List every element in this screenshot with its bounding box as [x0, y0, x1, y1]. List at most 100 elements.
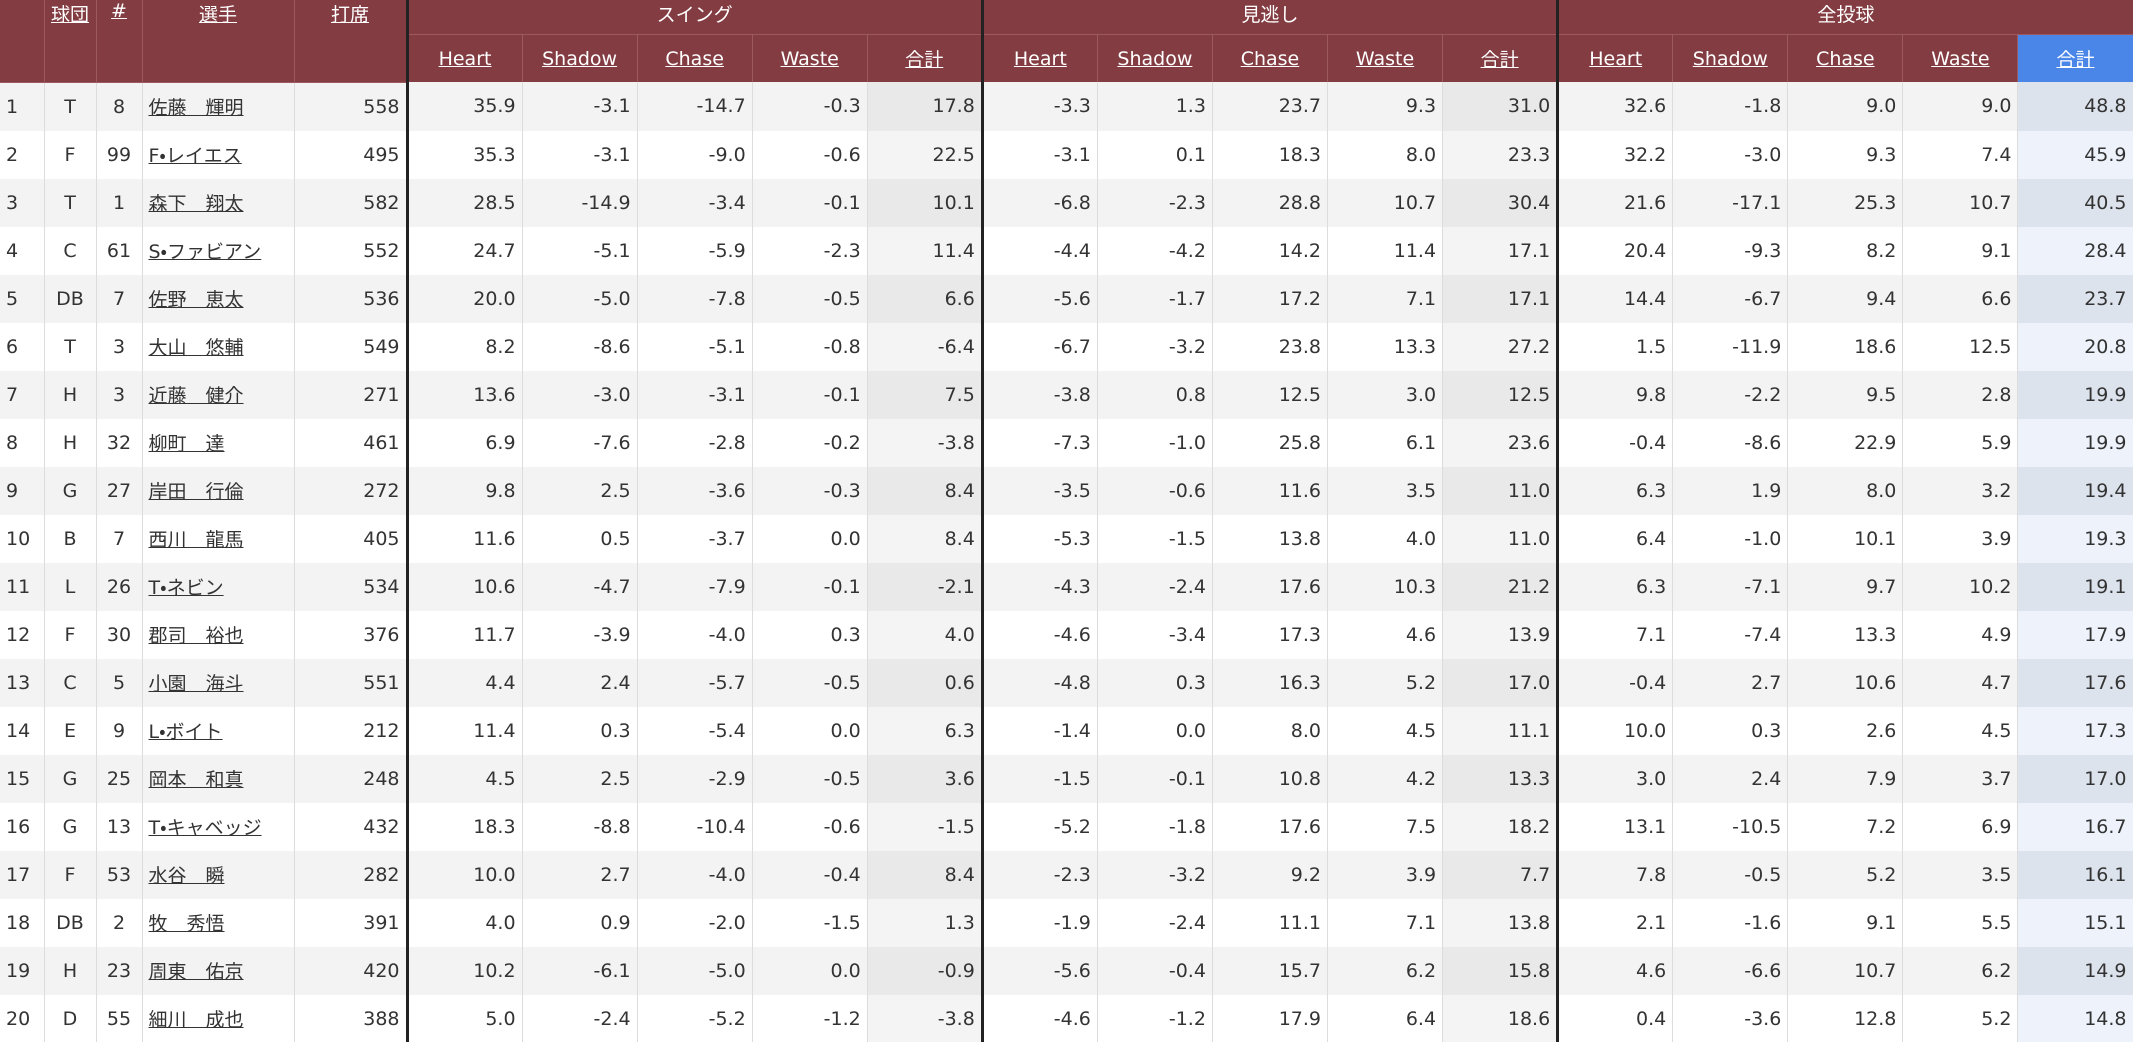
value-cell: -5.9 — [637, 226, 753, 275]
value-cell: 19.9 — [2017, 418, 2133, 467]
value-cell: 7.1 — [1557, 610, 1674, 659]
value-cell: -5.2 — [637, 994, 753, 1042]
player-cell: 岸田 行倫 — [142, 466, 295, 515]
player-link[interactable]: T・ネビン — [148, 577, 224, 599]
player-link[interactable]: 大山 悠輔 — [148, 337, 244, 359]
value-cell: 45.9 — [2017, 130, 2133, 179]
player-link[interactable]: 周東 佑京 — [148, 961, 244, 983]
value-cell: 9.8 — [1557, 370, 1674, 419]
column-header-row: Heart Shadow Chase Waste 合計 Heart Shadow Chase W… — [0, 34, 2133, 82]
value-cell: 9.3 — [1787, 130, 1904, 179]
value-cell: 2.5 — [522, 466, 638, 515]
player-link[interactable]: 近藤 健介 — [148, 385, 244, 407]
column-header[interactable]: 選手 — [142, 0, 295, 83]
player-link[interactable]: 岡本 和真 — [148, 769, 244, 791]
value-cell: -3.5 — [982, 466, 1098, 515]
column-header[interactable]: Chase — [637, 34, 753, 82]
number-cell: 26 — [96, 562, 143, 611]
player-link[interactable]: T・キャベッジ — [148, 817, 262, 839]
value-cell: 0.0 — [1097, 706, 1213, 755]
player-cell: 佐野 恵太 — [142, 274, 295, 323]
value-cell: 15.7 — [1212, 946, 1329, 995]
rank-cell: 4 — [0, 226, 45, 275]
value-cell: 10.2 — [407, 946, 523, 995]
pa-cell: 552 — [294, 226, 409, 275]
player-link[interactable]: 郡司 裕也 — [148, 625, 244, 647]
value-cell: 19.9 — [2017, 370, 2133, 419]
value-cell: 17.6 — [1212, 562, 1329, 611]
column-header[interactable]: 打席 — [294, 0, 409, 83]
player-link[interactable]: 柳町 達 — [148, 433, 225, 455]
column-header[interactable]: 合計 — [2017, 34, 2133, 82]
value-cell: 17.0 — [1442, 658, 1560, 707]
player-link[interactable]: 森下 翔太 — [148, 193, 244, 215]
value-cell: 0.8 — [1097, 370, 1213, 419]
value-cell: 48.8 — [2017, 82, 2133, 131]
rank-cell: 9 — [0, 466, 45, 515]
column-header[interactable]: Shadow — [1672, 34, 1789, 82]
value-cell: 6.3 — [867, 706, 984, 755]
player-link[interactable]: 牧 秀悟 — [148, 913, 225, 935]
player-link[interactable]: 佐藤 輝明 — [148, 97, 244, 119]
pa-cell: 282 — [294, 850, 409, 899]
column-header[interactable]: 合計 — [867, 34, 984, 82]
player-link[interactable]: 佐野 恵太 — [148, 289, 244, 311]
value-cell: 18.6 — [1442, 994, 1560, 1042]
value-cell: -2.3 — [982, 850, 1098, 899]
number-cell: 25 — [96, 754, 143, 803]
value-cell: -2.9 — [637, 754, 753, 803]
column-header[interactable]: Heart — [407, 34, 523, 82]
value-cell: 5.2 — [1787, 850, 1904, 899]
column-header[interactable]: Chase — [1787, 34, 1904, 82]
value-cell: 0.3 — [752, 610, 868, 659]
column-header[interactable]: Waste — [1327, 34, 1444, 82]
column-header[interactable]: Shadow — [522, 34, 638, 82]
value-cell: 2.5 — [522, 754, 638, 803]
value-cell: 32.6 — [1557, 82, 1674, 131]
value-cell: 8.4 — [867, 850, 984, 899]
player-cell: 牧 秀悟 — [142, 898, 295, 947]
value-cell: 17.3 — [2017, 706, 2133, 755]
value-cell: 17.6 — [2017, 658, 2133, 707]
column-header[interactable]: 球団 — [44, 0, 97, 83]
value-cell: 16.7 — [2017, 802, 2133, 851]
team-cell: C — [44, 658, 97, 707]
player-link[interactable]: 岸田 行倫 — [148, 481, 244, 503]
value-cell: 7.7 — [1442, 850, 1560, 899]
value-cell: 30.4 — [1442, 178, 1560, 227]
column-header[interactable]: Waste — [752, 34, 868, 82]
value-cell: 5.0 — [407, 994, 523, 1042]
column-header[interactable]: Heart — [982, 34, 1098, 82]
player-cell: 西川 龍馬 — [142, 514, 295, 563]
value-cell: 7.2 — [1787, 802, 1904, 851]
value-cell: 2.4 — [522, 658, 638, 707]
player-link[interactable]: 小園 海斗 — [148, 673, 244, 695]
value-cell: 3.6 — [867, 754, 984, 803]
player-link[interactable]: 水谷 瞬 — [148, 865, 225, 887]
number-cell: 55 — [96, 994, 143, 1042]
column-header[interactable]: # — [96, 0, 143, 83]
value-cell: -0.1 — [752, 370, 868, 419]
team-cell: C — [44, 226, 97, 275]
player-link[interactable]: F・レイエス — [148, 145, 242, 167]
team-cell: H — [44, 418, 97, 467]
column-header[interactable]: 合計 — [1442, 34, 1560, 82]
player-link[interactable]: 西川 龍馬 — [148, 529, 244, 551]
player-link[interactable]: S・ファビアン — [148, 241, 262, 263]
value-cell: -3.2 — [1097, 322, 1213, 371]
player-link[interactable]: L・ボイト — [148, 721, 223, 743]
value-cell: 16.3 — [1212, 658, 1329, 707]
rank-cell: 5 — [0, 274, 45, 323]
column-header[interactable]: Waste — [1902, 34, 2019, 82]
column-header[interactable]: Heart — [1557, 34, 1674, 82]
pa-cell: 549 — [294, 322, 409, 371]
value-cell: 10.7 — [1787, 946, 1904, 995]
value-cell: 3.5 — [1327, 466, 1444, 515]
value-cell: -10.4 — [637, 802, 753, 851]
value-cell: 11.1 — [1442, 706, 1560, 755]
value-cell: 20.8 — [2017, 322, 2133, 371]
player-link[interactable]: 細川 成也 — [148, 1009, 244, 1031]
column-header[interactable]: Shadow — [1097, 34, 1213, 82]
value-cell: 3.2 — [1902, 466, 2019, 515]
column-header[interactable]: Chase — [1212, 34, 1329, 82]
